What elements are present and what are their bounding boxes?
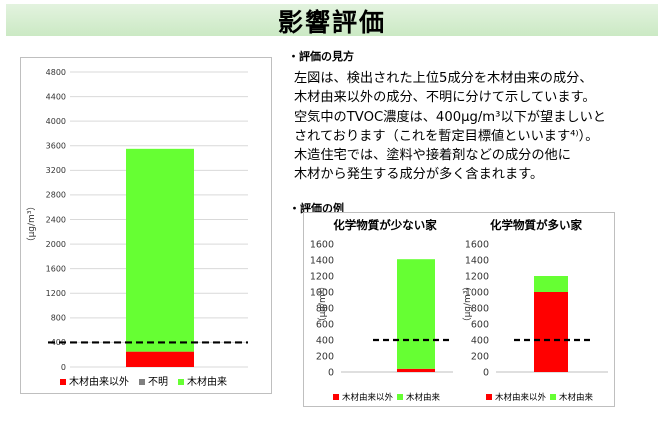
legend-label: 木材由来 xyxy=(406,392,441,403)
legend-label: 木材由来以外 xyxy=(495,392,547,403)
y-tick-label: 3600 xyxy=(46,142,66,151)
y-tick-label: 4400 xyxy=(46,92,66,101)
bar-segment xyxy=(534,276,568,292)
y-tick-label: 600 xyxy=(316,319,334,330)
y-tick-label: 0 xyxy=(61,363,66,372)
description-paragraph: 左図は、検出された上位5成分を木材由来の成分、 木材由来以外の成分、不明に分けて… xyxy=(294,69,644,185)
bar-segment xyxy=(397,259,435,369)
legend-swatch xyxy=(486,394,492,400)
y-tick-label: 1200 xyxy=(46,289,66,298)
legend-label: 木材由来 xyxy=(559,392,594,403)
y-tick-label: 1200 xyxy=(465,271,489,282)
legend-swatch xyxy=(550,394,556,400)
bar-segment xyxy=(397,368,435,372)
y-tick-label: 3200 xyxy=(46,166,66,175)
title-band xyxy=(6,4,658,36)
bar-segment xyxy=(126,148,194,352)
description-line: 木材由来以外の成分、不明に分けて示しています。 xyxy=(294,90,596,106)
main-chart: 0 400 800 1200 1600 2000 2400 2800 3200 3600 4000 4… xyxy=(26,68,248,388)
description-line: されております（これを暫定目標値といいます⁴⁾）。 xyxy=(294,128,599,144)
y-tick-label: 4000 xyxy=(46,117,66,126)
description-line: 木材から発生する成分が多く含まれます。 xyxy=(294,167,544,183)
y-tick-label: 600 xyxy=(471,319,489,330)
y-tick-label: 2400 xyxy=(46,215,66,224)
y-tick-label: 800 xyxy=(51,314,66,323)
y-tick-label: 1000 xyxy=(310,287,334,298)
y-tick-label: 2800 xyxy=(46,191,66,200)
example-chart-low: 化学物質が少ない家 0 200 400 600 800 1000 1200 1400 1600 （μ… xyxy=(310,218,453,403)
y-tick-label: 1200 xyxy=(310,271,334,282)
y-tick-label: 1000 xyxy=(465,287,489,298)
y-tick-label: 200 xyxy=(316,351,334,362)
page-title: 影響評価 xyxy=(277,8,386,37)
chart-title: 化学物質が多い家 xyxy=(490,218,582,232)
legend-label: 木材由来以外 xyxy=(69,375,129,388)
legend-label: 不明 xyxy=(148,376,168,388)
legend-swatch xyxy=(178,379,184,385)
legend-swatch xyxy=(139,379,145,385)
bar-segment xyxy=(534,292,568,372)
description-line: 左図は、検出された上位5成分を木材由来の成分、 xyxy=(294,71,593,86)
legend-label: 木材由来 xyxy=(187,375,227,388)
y-tick-label: 400 xyxy=(51,338,66,347)
y-tick-label: 1600 xyxy=(465,239,489,250)
y-axis-label: （μg/m³） xyxy=(462,282,473,327)
y-tick-label: 4800 xyxy=(46,68,66,77)
y-tick-label: 400 xyxy=(316,335,334,346)
legend-swatch xyxy=(397,394,403,400)
y-tick-label: 0 xyxy=(483,367,489,378)
chart-title: 化学物質が少ない家 xyxy=(333,218,437,232)
y-tick-label: 1400 xyxy=(310,255,334,266)
y-axis-label: （μg/m³） xyxy=(317,282,328,327)
y-tick-label: 400 xyxy=(471,335,489,346)
y-tick-label: 800 xyxy=(316,303,334,314)
y-tick-label: 800 xyxy=(471,303,489,314)
description-line: 空気中のTVOC濃度は、400μg/m³以下が望ましいと xyxy=(294,109,606,125)
legend-swatch xyxy=(60,379,66,385)
legend-label: 木材由来以外 xyxy=(342,392,394,403)
legend-swatch xyxy=(333,394,339,400)
description-line: 木造住宅では、塗料や接着剤などの成分の他に xyxy=(294,148,571,164)
y-tick-label: 0 xyxy=(328,367,334,378)
example-chart-high: 化学物質が多い家 0 200 400 600 800 1000 1200 1400 1600 （μg… xyxy=(462,218,608,403)
y-tick-label: 200 xyxy=(471,351,489,362)
y-tick-label: 2000 xyxy=(46,240,66,249)
bar-segment xyxy=(126,351,194,367)
y-tick-label: 1400 xyxy=(465,255,489,266)
section-view-heading: ・評価の見方 xyxy=(288,50,354,63)
y-axis-label: （μg/m³） xyxy=(26,202,37,247)
section-example-heading: ・評価の例 xyxy=(289,202,344,215)
y-tick-label: 1600 xyxy=(310,239,334,250)
y-tick-label: 1600 xyxy=(46,264,66,273)
